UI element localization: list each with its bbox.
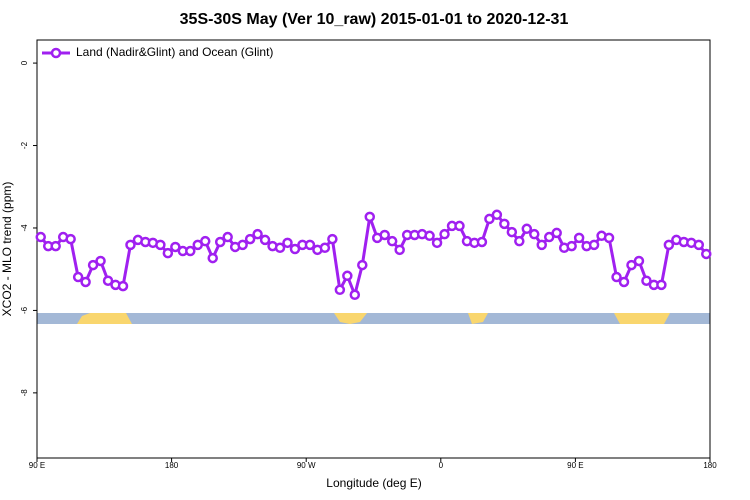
y-tick-label: -2 (20, 141, 29, 149)
x-tick-label: 180 (703, 461, 717, 470)
data-point (87, 259, 99, 271)
land-ocean-band (37, 313, 710, 324)
data-point (274, 242, 286, 254)
data-point (289, 243, 301, 255)
data-point (633, 255, 645, 267)
data-point (424, 230, 435, 242)
data-point (454, 220, 465, 232)
data-point (334, 284, 346, 296)
data-point (626, 259, 637, 271)
x-tick-label: 90 E (29, 461, 45, 470)
data-point (611, 271, 622, 283)
data-point (551, 227, 562, 239)
legend-marker (50, 47, 62, 59)
land-patch (334, 313, 367, 324)
data-point (386, 235, 398, 247)
data-point (304, 239, 316, 251)
plot-frame (36, 39, 711, 459)
y-tick-label: -8 (20, 389, 29, 397)
data-point (252, 228, 263, 240)
data-point (491, 209, 503, 221)
data-point (476, 236, 488, 248)
data-point (431, 237, 443, 249)
data-point (364, 211, 376, 223)
land-patch (614, 313, 670, 324)
data-point (357, 259, 368, 271)
data-point (102, 275, 114, 286)
data-point (244, 233, 256, 245)
data-point (72, 271, 84, 283)
x-tick-label: 90 E (567, 461, 583, 470)
x-tick-label: 90 W (297, 461, 316, 470)
y-tick-label: -6 (20, 306, 29, 314)
data-point (514, 235, 525, 247)
y-tick-label: -4 (20, 224, 29, 232)
data-point (282, 237, 293, 249)
data-point (35, 231, 46, 243)
y-tick-label: 0 (20, 60, 29, 65)
land-patch (77, 313, 132, 324)
data-point (693, 239, 705, 251)
data-point (200, 235, 211, 247)
data-point (618, 276, 630, 288)
land-patch (468, 313, 488, 324)
x-axis-title: Longitude (deg E) (326, 476, 421, 490)
data-point (573, 232, 585, 244)
data-point (185, 245, 196, 257)
data-point (125, 239, 136, 251)
data-point (701, 248, 712, 260)
data-point (65, 233, 76, 245)
data-point (543, 231, 555, 243)
chart-title: 35S-30S May (Ver 10_raw) 2015-01-01 to 2… (180, 11, 569, 28)
data-point (439, 228, 450, 240)
data-point (214, 236, 226, 248)
series-line (39, 213, 708, 297)
data-point (80, 276, 91, 288)
data-point (566, 240, 577, 252)
data-point (536, 239, 547, 251)
data-point (237, 239, 248, 251)
data-point (222, 231, 233, 243)
data-point (521, 223, 533, 235)
data-point (162, 247, 174, 259)
data-point (95, 255, 106, 267)
data-point (484, 213, 495, 225)
data-point (259, 234, 271, 246)
ocean-band (37, 313, 710, 324)
x-tick-label: 0 (439, 461, 444, 470)
data-point (499, 218, 510, 230)
data-point (529, 228, 540, 240)
data-point (50, 240, 61, 252)
data-point (342, 270, 353, 282)
data-point (588, 239, 600, 251)
data-point (663, 239, 675, 251)
data-point (155, 239, 166, 251)
y-axis-title: XCO2 - MLO trend (ppm) (0, 182, 14, 317)
data-point (641, 275, 652, 286)
data-point (170, 241, 181, 253)
data-point (349, 289, 361, 301)
data-point (506, 226, 518, 238)
x-tick-label: 180 (165, 461, 179, 470)
data-point (656, 279, 667, 291)
data-point (379, 229, 390, 241)
data-point (603, 232, 615, 244)
data-point (327, 233, 338, 245)
data-point (207, 252, 218, 264)
data-point (394, 244, 405, 256)
legend-label: Land (Nadir&Glint) and Ocean (Glint) (76, 45, 273, 59)
data-point (117, 280, 129, 292)
data-point (319, 242, 331, 254)
